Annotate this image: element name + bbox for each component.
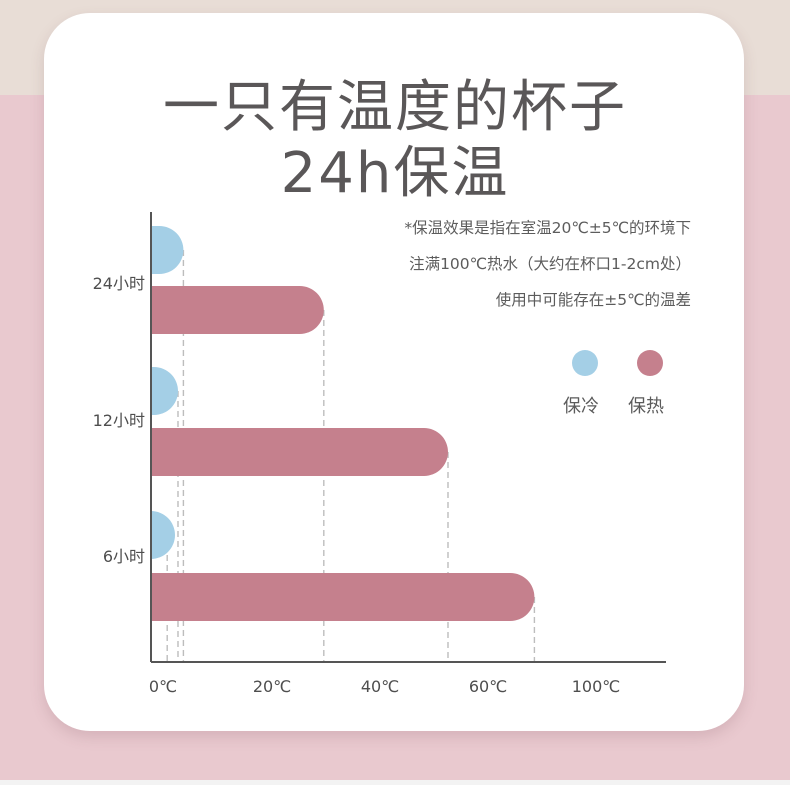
note-line-2: 注满100℃热水（大约在杯口1-2cm处）: [409, 255, 691, 273]
legend-cold-swatch: [572, 350, 598, 376]
x-tick-label: 40℃: [361, 677, 399, 696]
legend-hot-label: 保热: [628, 396, 664, 417]
page-title: 一只有温度的杯子: [163, 75, 627, 140]
y-tick-label: 12小时: [93, 411, 145, 430]
y-tick-label: 24小时: [93, 274, 145, 293]
bar-hot: [151, 286, 324, 334]
bar-hot: [151, 573, 535, 621]
x-tick-label: 60℃: [469, 677, 507, 696]
note-line-3: 使用中可能存在±5℃的温差: [495, 291, 691, 309]
x-tick-label: 20℃: [253, 677, 291, 696]
x-tick-label: 0℃: [149, 677, 177, 696]
legend-hot-swatch: [637, 350, 663, 376]
x-tick-label: 100℃: [572, 677, 621, 696]
bar-cold: [151, 367, 178, 415]
background-bottom: [0, 780, 790, 785]
y-tick-label: 6小时: [103, 547, 145, 566]
legend-cold-label: 保冷: [563, 396, 599, 417]
bar-hot: [151, 428, 448, 476]
bar-cold: [151, 226, 184, 274]
note-line-1: *保温效果是指在室温20℃±5℃的环境下: [404, 219, 691, 237]
page-subtitle: 24h保温: [280, 141, 510, 206]
bar-cold: [151, 511, 175, 559]
